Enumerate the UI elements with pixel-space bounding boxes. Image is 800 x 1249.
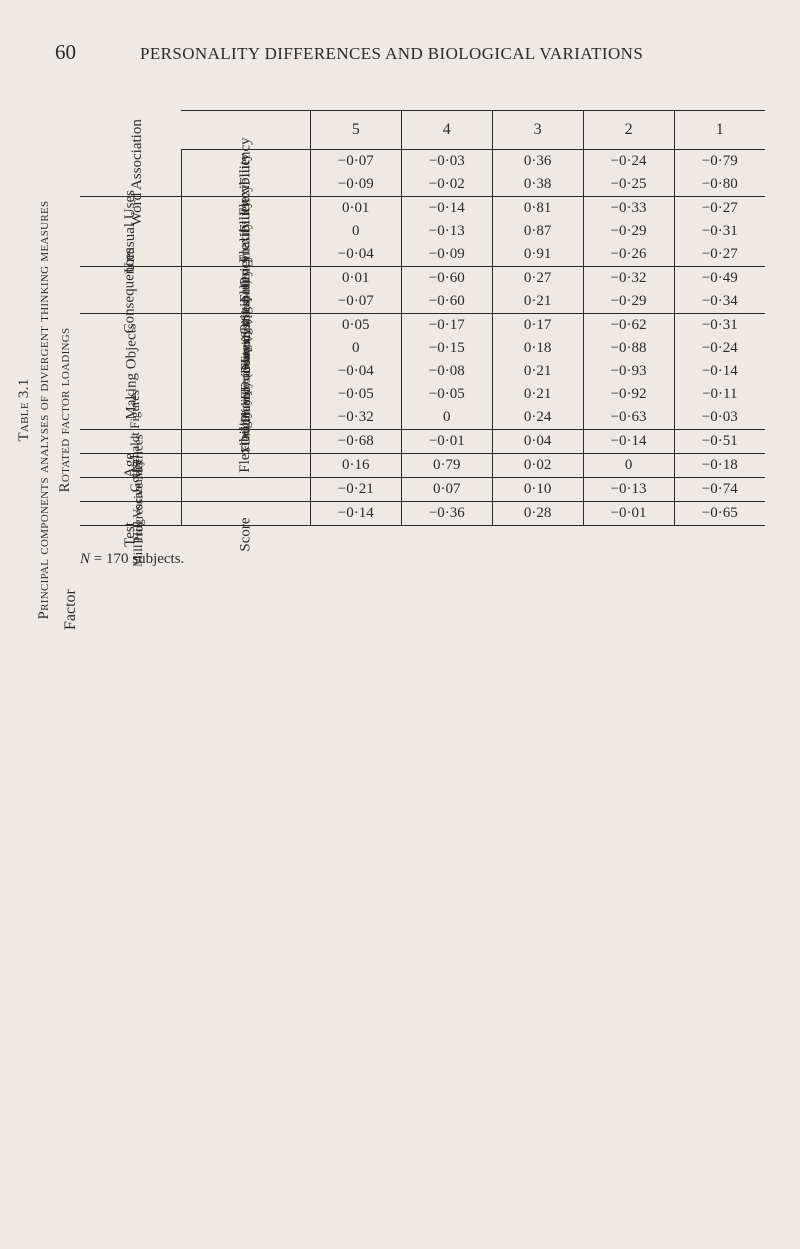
loading-cell: −0·14 (401, 197, 492, 221)
loading-cell: 0·17 (492, 314, 583, 338)
loading-cell: −0·49 (674, 267, 765, 291)
loading-cell: −0·14 (674, 360, 765, 383)
test-label: Mill Hill Vocabulary (130, 459, 146, 567)
loading-cell: −0·09 (310, 173, 401, 197)
loading-cell: −0·60 (401, 267, 492, 291)
loading-cell: −0·24 (583, 150, 674, 174)
loading-cell: −0·34 (674, 290, 765, 314)
factor-axis-label: Factor (62, 589, 80, 630)
loading-cell: 0·21 (492, 360, 583, 383)
loading-cell: −0·92 (583, 383, 674, 406)
loading-cell: −0·29 (583, 290, 674, 314)
loading-cell: −0·79 (674, 150, 765, 174)
factor-col-header: 2 (583, 111, 674, 150)
running-title: PERSONALITY DIFFERENCES AND BIOLOGICAL V… (140, 44, 643, 64)
table-footnote: N = 170 subjects. (80, 543, 765, 568)
loading-cell: −0·36 (401, 502, 492, 526)
loading-cell: −0·27 (674, 197, 765, 221)
loading-cell: −0·88 (583, 337, 674, 360)
factor-col-header: 3 (492, 111, 583, 150)
loading-cell: −0·63 (583, 406, 674, 430)
test-label: Consequences (122, 247, 139, 333)
loading-cell: 0·81 (492, 197, 583, 221)
loading-cell: −0·26 (583, 243, 674, 267)
loading-cell: 0·01 (310, 197, 401, 221)
loading-cell: 0 (310, 337, 401, 360)
loading-cell: −0·33 (583, 197, 674, 221)
loading-cell: 0·79 (401, 454, 492, 478)
loading-cell: −0·11 (674, 383, 765, 406)
factor-col-header: 5 (310, 111, 401, 150)
loading-cell: −0·74 (674, 478, 765, 502)
loading-cell: 0·16 (310, 454, 401, 478)
table-caption: Table 3.1 Principal components analyses … (14, 190, 75, 630)
loading-cell: 0·21 (492, 290, 583, 314)
loading-cell: 0·38 (492, 173, 583, 197)
loading-cell: −0·01 (401, 430, 492, 454)
loading-cell: −0·05 (401, 383, 492, 406)
loading-cell: −0·13 (401, 220, 492, 243)
loading-cell: −0·04 (310, 360, 401, 383)
loading-cell: −0·80 (674, 173, 765, 197)
loading-cell: −0·14 (583, 430, 674, 454)
loading-cell: 0·27 (492, 267, 583, 291)
loading-cell: 0·01 (310, 267, 401, 291)
loading-cell: 0·10 (492, 478, 583, 502)
loading-cell: 0·02 (492, 454, 583, 478)
loading-cell: −0·18 (674, 454, 765, 478)
loading-cell: 0 (583, 454, 674, 478)
loading-cell: −0·14 (310, 502, 401, 526)
loading-cell: −0·17 (401, 314, 492, 338)
loading-cell: −0·24 (674, 337, 765, 360)
loading-cell: 0·24 (492, 406, 583, 430)
loading-cell: −0·32 (583, 267, 674, 291)
loading-cell: −0·27 (674, 243, 765, 267)
loading-cell: 0·91 (492, 243, 583, 267)
loading-cell: −0·07 (310, 290, 401, 314)
loading-cell: −0·65 (674, 502, 765, 526)
score-label: Flexibility (237, 410, 254, 473)
loading-cell: −0·07 (310, 150, 401, 174)
loading-cell: −0·21 (310, 478, 401, 502)
loading-cell: −0·31 (674, 220, 765, 243)
loading-cell: −0·29 (583, 220, 674, 243)
loading-cell: 0·21 (492, 383, 583, 406)
loading-cell: 0·36 (492, 150, 583, 174)
loadings-table: 5 4 3 2 1 Word Association Fluency −0·07… (80, 110, 765, 543)
loading-cell: −0·51 (674, 430, 765, 454)
loading-cell: −0·02 (401, 173, 492, 197)
loading-cell: −0·15 (401, 337, 492, 360)
factor-col-header: 4 (401, 111, 492, 150)
loading-cell: 0·04 (492, 430, 583, 454)
loading-cell: −0·08 (401, 360, 492, 383)
loading-cell: −0·04 (310, 243, 401, 267)
loading-cell: 0·05 (310, 314, 401, 338)
loading-cell: −0·03 (401, 150, 492, 174)
loading-cell: −0·62 (583, 314, 674, 338)
loading-cell: 0·18 (492, 337, 583, 360)
loading-cell: −0·05 (310, 383, 401, 406)
loading-cell: −0·01 (583, 502, 674, 526)
loading-cell: −0·13 (583, 478, 674, 502)
loading-cell: −0·09 (401, 243, 492, 267)
loading-cell: −0·03 (674, 406, 765, 430)
page-number: 60 (55, 40, 140, 65)
loading-cell: −0·32 (310, 406, 401, 430)
loading-cell: −0·60 (401, 290, 492, 314)
test-column-header: Test (122, 522, 139, 547)
score-column-header: Score (237, 517, 254, 551)
loading-cell: −0·68 (310, 430, 401, 454)
loading-cell: 0 (401, 406, 492, 430)
loading-cell: 0·87 (492, 220, 583, 243)
loading-cell: −0·31 (674, 314, 765, 338)
factor-col-header: 1 (674, 111, 765, 150)
loading-cell: 0 (310, 220, 401, 243)
loading-cell: 0·28 (492, 502, 583, 526)
loading-cell: 0·07 (401, 478, 492, 502)
loading-cell: −0·93 (583, 360, 674, 383)
loading-cell: −0·25 (583, 173, 674, 197)
